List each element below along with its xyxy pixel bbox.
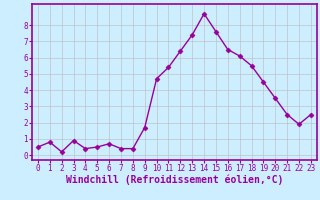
X-axis label: Windchill (Refroidissement éolien,°C): Windchill (Refroidissement éolien,°C) bbox=[66, 175, 283, 185]
